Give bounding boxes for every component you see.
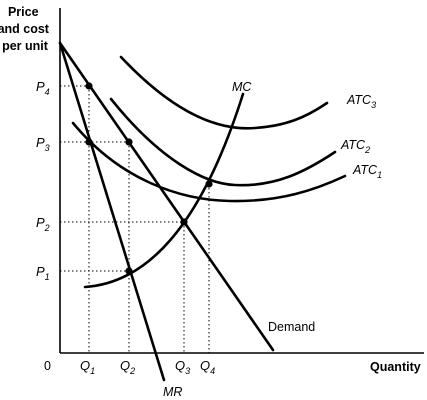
atc3-curve bbox=[119, 55, 329, 130]
atc1-curve bbox=[71, 121, 347, 203]
point-p3-q2 bbox=[125, 138, 133, 146]
x-tick-q4: Q4 bbox=[200, 358, 215, 376]
x-tick-q1: Q1 bbox=[80, 358, 95, 376]
mr-curve bbox=[58, 41, 166, 382]
x-tick-q3: Q3 bbox=[175, 358, 190, 376]
y-axis-label: Price and cost per unit bbox=[0, 5, 52, 53]
demand-label: Demand bbox=[268, 320, 315, 334]
x-axis-label: Quantity bbox=[370, 360, 421, 374]
atc3-label: ATC3 bbox=[346, 93, 376, 110]
guide-lines bbox=[60, 85, 210, 353]
atc2-curve bbox=[109, 97, 337, 187]
demand-curve bbox=[58, 41, 275, 352]
x-tick-q2: Q2 bbox=[120, 358, 135, 376]
atc2-label: ATC2 bbox=[340, 138, 370, 155]
mc-curve bbox=[83, 92, 245, 289]
y-tick-p4: P4 bbox=[36, 79, 50, 97]
origin-label: 0 bbox=[44, 359, 51, 373]
intersection-points bbox=[85, 82, 213, 275]
y-tick-p2: P2 bbox=[36, 215, 50, 233]
point-q4 bbox=[205, 180, 213, 188]
point-p4-q1 bbox=[85, 82, 93, 90]
point-p2-q3 bbox=[180, 218, 188, 226]
mc-label: MC bbox=[232, 80, 252, 94]
y-tick-p3: P3 bbox=[36, 135, 50, 153]
mr-label: MR bbox=[163, 385, 182, 399]
point-p3-q1 bbox=[85, 138, 93, 146]
y-tick-p1: P1 bbox=[36, 264, 50, 282]
point-p1-q2 bbox=[125, 267, 133, 275]
atc1-label: ATC1 bbox=[352, 163, 382, 180]
